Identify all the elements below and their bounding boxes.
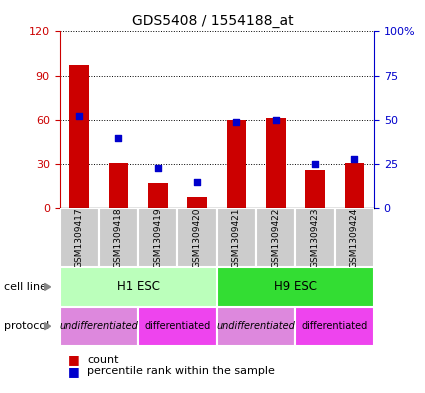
Polygon shape bbox=[45, 283, 51, 290]
Bar bbox=[227, 120, 246, 208]
Bar bbox=[69, 65, 89, 208]
Text: undifferentiated: undifferentiated bbox=[217, 321, 295, 331]
Text: ■: ■ bbox=[68, 365, 84, 378]
Point bbox=[154, 164, 161, 171]
Text: GSM1309424: GSM1309424 bbox=[350, 208, 359, 268]
Bar bbox=[178, 208, 217, 267]
Text: cell line: cell line bbox=[4, 282, 47, 292]
Point bbox=[312, 161, 318, 167]
Point bbox=[76, 113, 82, 119]
Text: GSM1309419: GSM1309419 bbox=[153, 208, 162, 268]
Text: H1 ESC: H1 ESC bbox=[116, 280, 160, 294]
Bar bbox=[217, 267, 374, 307]
Bar bbox=[345, 163, 364, 208]
Text: ■: ■ bbox=[68, 353, 84, 366]
Point bbox=[115, 134, 122, 141]
Text: differentiated: differentiated bbox=[302, 321, 368, 331]
Bar bbox=[335, 208, 374, 267]
Text: GSM1309423: GSM1309423 bbox=[311, 208, 320, 268]
Bar bbox=[295, 208, 335, 267]
Bar bbox=[60, 307, 138, 346]
Bar bbox=[305, 170, 325, 208]
Text: percentile rank within the sample: percentile rank within the sample bbox=[87, 366, 275, 376]
Text: undifferentiated: undifferentiated bbox=[60, 321, 138, 331]
Bar bbox=[138, 307, 217, 346]
Bar bbox=[295, 307, 374, 346]
Bar bbox=[60, 208, 99, 267]
Text: GSM1309421: GSM1309421 bbox=[232, 208, 241, 268]
Bar bbox=[266, 118, 286, 208]
Point bbox=[194, 178, 201, 185]
Text: protocol: protocol bbox=[4, 321, 49, 331]
Bar bbox=[148, 183, 167, 208]
Bar bbox=[138, 208, 178, 267]
Bar bbox=[256, 208, 295, 267]
Text: GDS5408 / 1554188_at: GDS5408 / 1554188_at bbox=[132, 14, 293, 28]
Text: H9 ESC: H9 ESC bbox=[274, 280, 317, 294]
Text: count: count bbox=[87, 354, 119, 365]
Point bbox=[272, 117, 279, 123]
Point bbox=[233, 119, 240, 125]
Bar bbox=[99, 208, 138, 267]
Point bbox=[351, 156, 358, 162]
Text: GSM1309420: GSM1309420 bbox=[193, 208, 201, 268]
Bar bbox=[109, 163, 128, 208]
Bar bbox=[217, 307, 295, 346]
Bar bbox=[60, 267, 217, 307]
Text: GSM1309417: GSM1309417 bbox=[75, 208, 84, 268]
Bar bbox=[187, 196, 207, 208]
Polygon shape bbox=[45, 323, 51, 330]
Text: differentiated: differentiated bbox=[144, 321, 210, 331]
Text: GSM1309418: GSM1309418 bbox=[114, 208, 123, 268]
Text: GSM1309422: GSM1309422 bbox=[271, 208, 280, 268]
Bar bbox=[217, 208, 256, 267]
